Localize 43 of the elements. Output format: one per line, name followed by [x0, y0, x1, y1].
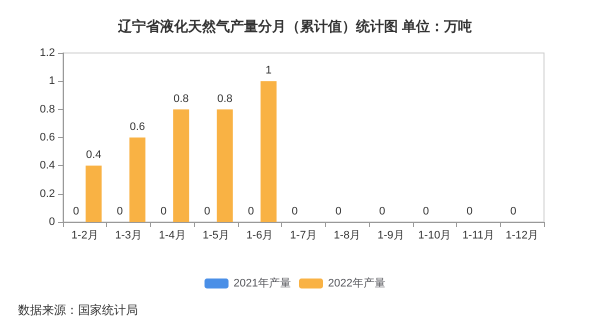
x-tick-label: 1-9月 — [378, 230, 404, 242]
data-label: 0 — [422, 206, 429, 218]
y-tick-label: 0.6 — [40, 132, 55, 144]
legend-label: 2022年产量 — [328, 276, 386, 290]
data-label: 0 — [379, 206, 386, 218]
data-label: 0 — [335, 206, 342, 218]
data-label: 0 — [510, 206, 516, 218]
y-tick-label: 0.2 — [40, 188, 55, 200]
y-tick-label: 1 — [48, 75, 55, 88]
y-tick-label: 0 — [48, 216, 55, 228]
data-label: 0 — [292, 206, 298, 218]
x-tick-label: 1-4月 — [158, 230, 186, 242]
x-tick-label: 1-6月 — [246, 230, 274, 242]
y-tick-label: 0.4 — [40, 160, 55, 172]
source-note: 数据来源：国家统计局 — [18, 303, 138, 317]
legend-label: 2021年产量 — [234, 276, 292, 290]
x-tick-label: 1-10月 — [418, 230, 452, 242]
data-label: 0.8 — [173, 92, 189, 105]
data-label: 0.4 — [86, 149, 102, 162]
x-tick-label: 1-11月 — [462, 230, 495, 242]
bar — [129, 138, 146, 222]
chart-title: 辽宁省液化天然气产量分月（累计值）统计图 单位：万吨 — [117, 18, 472, 34]
x-tick-label: 1-3月 — [115, 230, 142, 242]
data-label: 0 — [73, 206, 80, 218]
data-label: 0 — [466, 206, 473, 218]
data-label: 0 — [204, 206, 210, 218]
data-label: 1 — [266, 64, 272, 77]
bar — [216, 109, 233, 222]
data-label: 0 — [116, 206, 123, 218]
x-tick-label: 1-12月 — [506, 230, 539, 242]
bar — [173, 109, 190, 222]
x-tick-label: 1-8月 — [334, 230, 361, 242]
x-tick-label: 1-7月 — [290, 230, 317, 242]
data-label: 0 — [160, 206, 167, 218]
data-label: 0.6 — [130, 121, 146, 133]
x-tick-label: 1-2月 — [71, 230, 98, 242]
data-label: 0 — [248, 206, 254, 218]
y-tick-label: 0.8 — [40, 103, 55, 116]
x-tick-label: 1-5月 — [202, 230, 230, 242]
data-label: 0.8 — [217, 92, 232, 105]
bar — [86, 166, 102, 222]
y-tick-label: 1.2 — [40, 47, 55, 59]
bar — [260, 81, 277, 222]
